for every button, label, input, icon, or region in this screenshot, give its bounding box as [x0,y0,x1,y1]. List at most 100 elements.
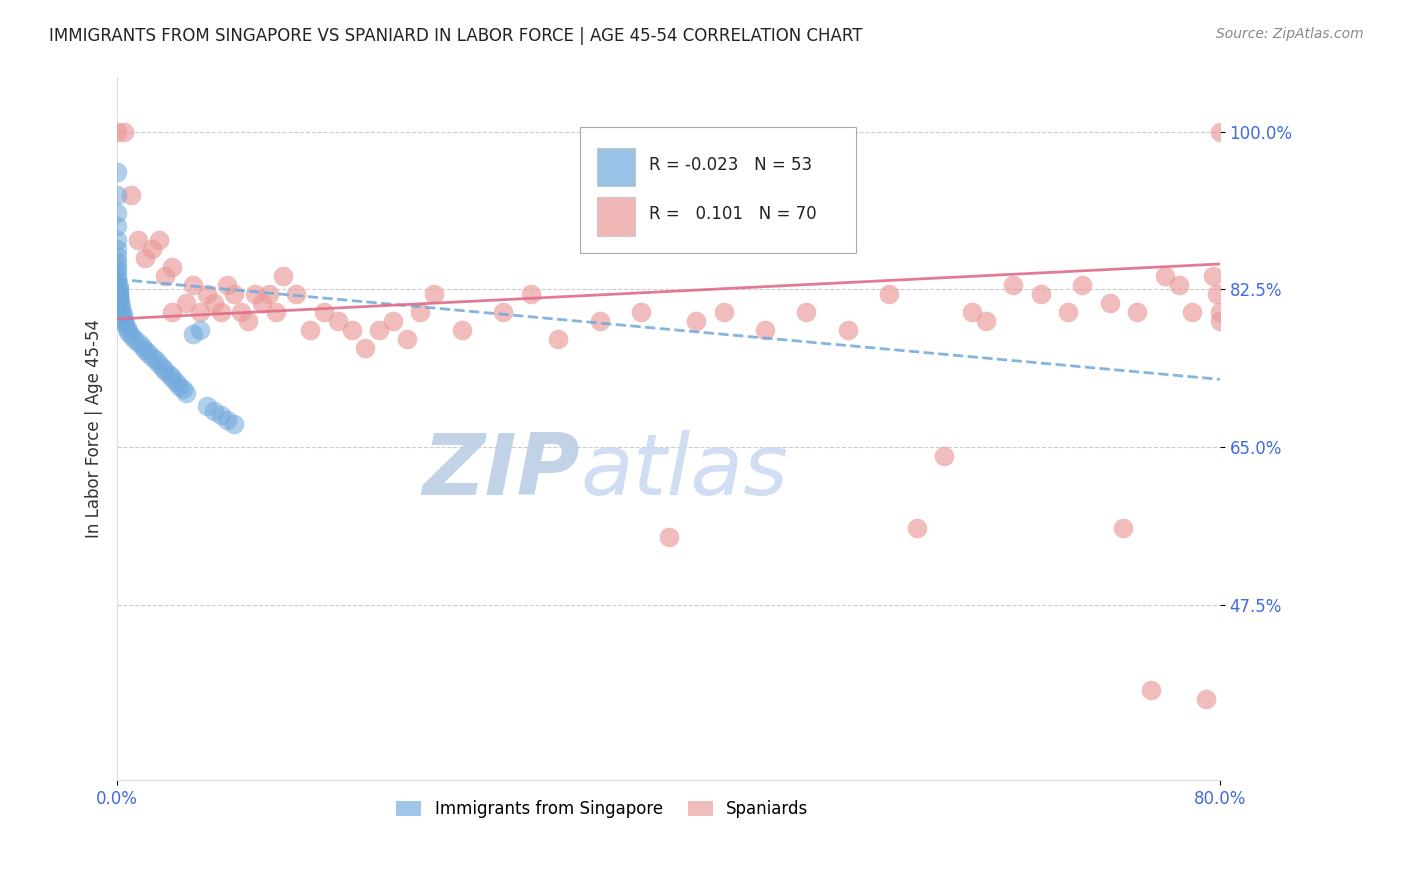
Point [111,311,134,326]
Point [588,314,610,328]
Point [492,304,515,318]
Point [105,268,128,283]
Point [162,304,184,318]
FancyBboxPatch shape [581,127,856,253]
Point [1140,683,1163,698]
Point [108,297,131,311]
Point [107,279,129,293]
Point [257,286,280,301]
Point [105,260,128,274]
Point [105,187,128,202]
Point [217,277,239,292]
Point [105,205,128,219]
Point [1057,304,1080,318]
Point [155,364,177,378]
Point [630,304,652,318]
Point [905,521,928,535]
Point [796,304,818,318]
Point [127,335,149,350]
Point [152,360,174,375]
Point [107,286,129,301]
Point [1112,521,1135,535]
Point [450,323,472,337]
Point [754,323,776,337]
Point [264,304,287,318]
Point [112,124,135,138]
Point [423,286,446,301]
Point [188,323,211,337]
Point [114,318,136,332]
Point [105,277,128,292]
Point [105,165,128,179]
Point [188,304,211,318]
Point [877,286,900,301]
Point [312,304,335,318]
Point [115,321,138,335]
FancyBboxPatch shape [598,197,636,235]
Point [181,327,204,342]
Point [162,371,184,385]
Point [107,282,129,296]
Point [202,295,225,310]
Point [326,314,349,328]
Point [105,242,128,256]
Point [685,314,707,328]
Y-axis label: In Labor Force | Age 45-54: In Labor Force | Age 45-54 [86,319,103,539]
Point [1029,286,1052,301]
Point [934,449,956,463]
Point [1153,268,1175,283]
Point [409,304,432,318]
Point [395,332,418,346]
Point [1126,304,1149,318]
Point [166,375,188,389]
Point [105,219,128,233]
Point [108,293,131,308]
Text: IMMIGRANTS FROM SINGAPORE VS SPANIARD IN LABOR FORCE | AGE 45-54 CORRELATION CHA: IMMIGRANTS FROM SINGAPORE VS SPANIARD IN… [49,27,863,45]
Point [547,332,569,346]
Point [167,378,190,392]
Point [162,260,184,274]
Point [1202,268,1225,283]
Point [131,339,153,353]
Text: Source: ZipAtlas.com: Source: ZipAtlas.com [1216,27,1364,41]
Point [172,382,194,396]
Point [271,268,294,283]
Point [368,323,391,337]
Point [1209,314,1232,328]
Point [299,323,322,337]
Point [105,249,128,263]
Point [1071,277,1094,292]
Point [243,286,266,301]
Point [1181,304,1204,318]
FancyBboxPatch shape [598,148,636,186]
Point [148,233,170,247]
Point [174,385,197,400]
Point [1098,295,1121,310]
Point [1206,286,1229,301]
Point [120,328,142,343]
Text: atlas: atlas [581,430,789,513]
Point [202,404,225,418]
Point [110,304,132,318]
Point [105,233,128,247]
Point [141,350,163,364]
Point [105,255,128,269]
Point [195,286,218,301]
Point [145,353,167,368]
Point [381,314,404,328]
Text: R = -0.023   N = 53: R = -0.023 N = 53 [648,156,811,174]
Point [141,242,163,256]
Point [107,285,129,299]
Point [105,264,128,278]
Point [195,400,218,414]
Point [122,332,145,346]
Point [111,308,134,322]
Point [340,323,363,337]
Point [107,289,129,303]
Point [112,314,135,328]
Point [354,341,377,355]
Point [1167,277,1189,292]
Point [217,413,239,427]
Point [224,286,246,301]
Text: ZIP: ZIP [423,430,581,513]
